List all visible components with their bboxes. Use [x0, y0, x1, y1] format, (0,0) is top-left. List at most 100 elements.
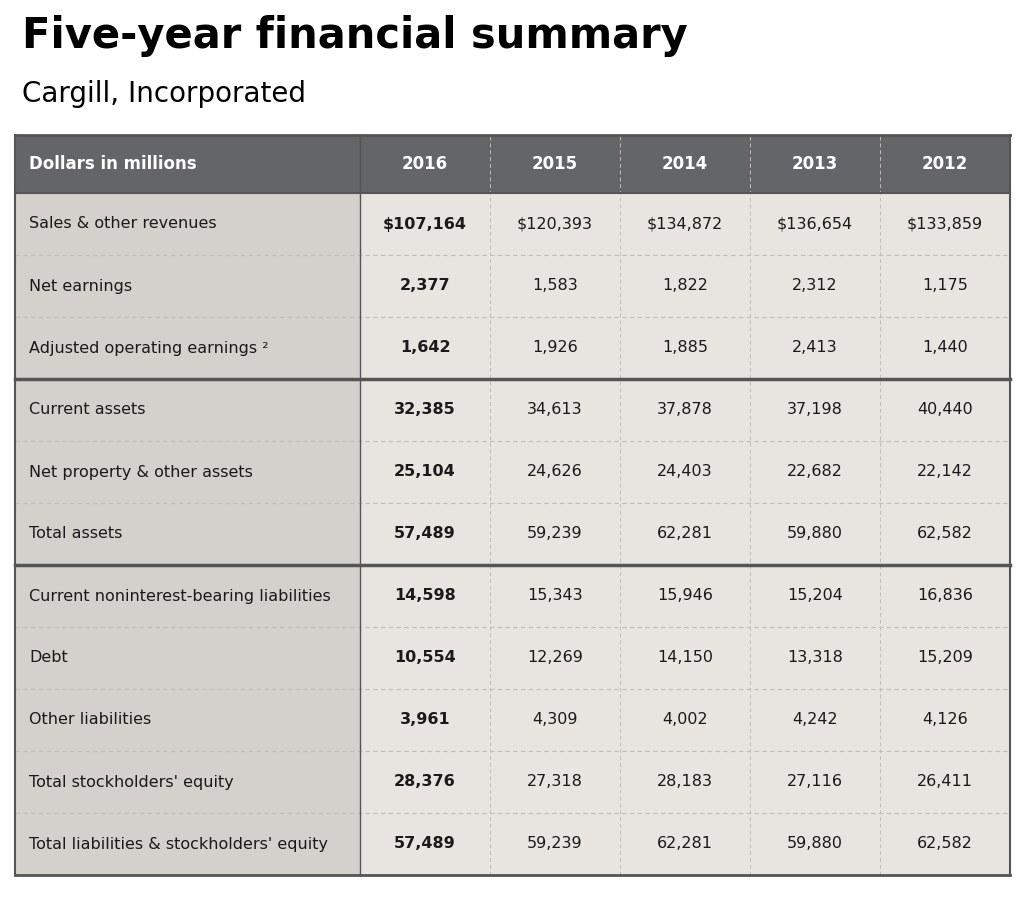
- Bar: [750, 441, 880, 503]
- Text: 59,880: 59,880: [787, 526, 843, 541]
- Bar: [360, 565, 490, 627]
- Bar: [490, 317, 620, 379]
- Text: 14,598: 14,598: [394, 588, 456, 603]
- Bar: [15, 317, 360, 379]
- Text: Current assets: Current assets: [29, 402, 145, 418]
- Bar: [880, 379, 1010, 441]
- Text: $136,654: $136,654: [777, 216, 853, 232]
- Bar: [880, 255, 1010, 317]
- Text: 22,682: 22,682: [787, 464, 843, 480]
- Text: 28,376: 28,376: [394, 774, 456, 789]
- Text: 40,440: 40,440: [918, 402, 973, 418]
- Text: 27,318: 27,318: [527, 774, 583, 789]
- Text: 37,198: 37,198: [787, 402, 843, 418]
- Bar: [490, 255, 620, 317]
- Text: 15,343: 15,343: [527, 588, 583, 603]
- Bar: [880, 317, 1010, 379]
- Text: 37,878: 37,878: [657, 402, 713, 418]
- Bar: [490, 379, 620, 441]
- Text: 1,926: 1,926: [532, 340, 578, 356]
- Bar: [750, 751, 880, 813]
- Text: 4,002: 4,002: [663, 712, 708, 727]
- Bar: [360, 689, 490, 751]
- Text: Net property & other assets: Net property & other assets: [29, 464, 253, 480]
- Text: 59,239: 59,239: [527, 526, 583, 541]
- Bar: [750, 193, 880, 255]
- Text: 1,440: 1,440: [923, 340, 968, 356]
- Text: 2,413: 2,413: [793, 340, 838, 356]
- Bar: [15, 751, 360, 813]
- Text: $120,393: $120,393: [517, 216, 593, 232]
- Bar: [620, 751, 750, 813]
- Bar: [490, 441, 620, 503]
- Text: 14,150: 14,150: [657, 650, 713, 665]
- Bar: [620, 627, 750, 689]
- Bar: [880, 751, 1010, 813]
- Bar: [880, 627, 1010, 689]
- Bar: [750, 379, 880, 441]
- Bar: [360, 193, 490, 255]
- Text: Cargill, Incorporated: Cargill, Incorporated: [22, 80, 306, 108]
- Text: 15,946: 15,946: [657, 588, 713, 603]
- Bar: [620, 255, 750, 317]
- Bar: [360, 627, 490, 689]
- Bar: [360, 751, 490, 813]
- Bar: [490, 193, 620, 255]
- Bar: [620, 193, 750, 255]
- Text: Total assets: Total assets: [29, 526, 123, 541]
- Text: 2015: 2015: [531, 155, 579, 173]
- Bar: [880, 689, 1010, 751]
- Text: 4,242: 4,242: [793, 712, 838, 727]
- Text: Sales & other revenues: Sales & other revenues: [29, 216, 217, 232]
- Text: 34,613: 34,613: [527, 402, 583, 418]
- Text: 24,403: 24,403: [657, 464, 713, 480]
- Text: 12,269: 12,269: [527, 650, 583, 665]
- Bar: [620, 689, 750, 751]
- Text: Five-year financial summary: Five-year financial summary: [22, 15, 688, 57]
- Bar: [15, 503, 360, 565]
- Text: 10,554: 10,554: [394, 650, 456, 665]
- Text: Adjusted operating earnings ²: Adjusted operating earnings ²: [29, 340, 268, 356]
- Text: Other liabilities: Other liabilities: [29, 712, 152, 727]
- Text: 59,880: 59,880: [787, 837, 843, 851]
- Text: 15,204: 15,204: [787, 588, 843, 603]
- Text: 2013: 2013: [792, 155, 838, 173]
- Text: 4,309: 4,309: [532, 712, 578, 727]
- Text: $107,164: $107,164: [383, 216, 467, 232]
- Text: 2,312: 2,312: [793, 278, 838, 294]
- Bar: [620, 813, 750, 875]
- Bar: [750, 565, 880, 627]
- Text: 62,281: 62,281: [657, 837, 713, 851]
- Text: Total liabilities & stockholders' equity: Total liabilities & stockholders' equity: [29, 837, 328, 851]
- Bar: [750, 317, 880, 379]
- Text: 62,582: 62,582: [918, 837, 973, 851]
- Text: Dollars in millions: Dollars in millions: [29, 155, 197, 173]
- Text: 2014: 2014: [662, 155, 709, 173]
- Bar: [750, 689, 880, 751]
- Bar: [15, 627, 360, 689]
- Bar: [750, 813, 880, 875]
- Bar: [360, 379, 490, 441]
- Text: 59,239: 59,239: [527, 837, 583, 851]
- Bar: [880, 565, 1010, 627]
- Text: 28,183: 28,183: [657, 774, 713, 789]
- Bar: [620, 565, 750, 627]
- Bar: [15, 441, 360, 503]
- Bar: [15, 193, 360, 255]
- Text: Net earnings: Net earnings: [29, 278, 132, 294]
- Text: 2012: 2012: [922, 155, 968, 173]
- Text: 15,209: 15,209: [918, 650, 973, 665]
- Bar: [750, 503, 880, 565]
- Text: 1,822: 1,822: [663, 278, 708, 294]
- Bar: [880, 813, 1010, 875]
- Bar: [750, 255, 880, 317]
- Bar: [490, 503, 620, 565]
- Text: Total stockholders' equity: Total stockholders' equity: [29, 774, 233, 789]
- Text: Current noninterest-bearing liabilities: Current noninterest-bearing liabilities: [29, 588, 331, 603]
- Bar: [620, 317, 750, 379]
- Bar: [620, 503, 750, 565]
- Text: 62,582: 62,582: [918, 526, 973, 541]
- Bar: [880, 441, 1010, 503]
- Bar: [620, 441, 750, 503]
- Bar: [360, 813, 490, 875]
